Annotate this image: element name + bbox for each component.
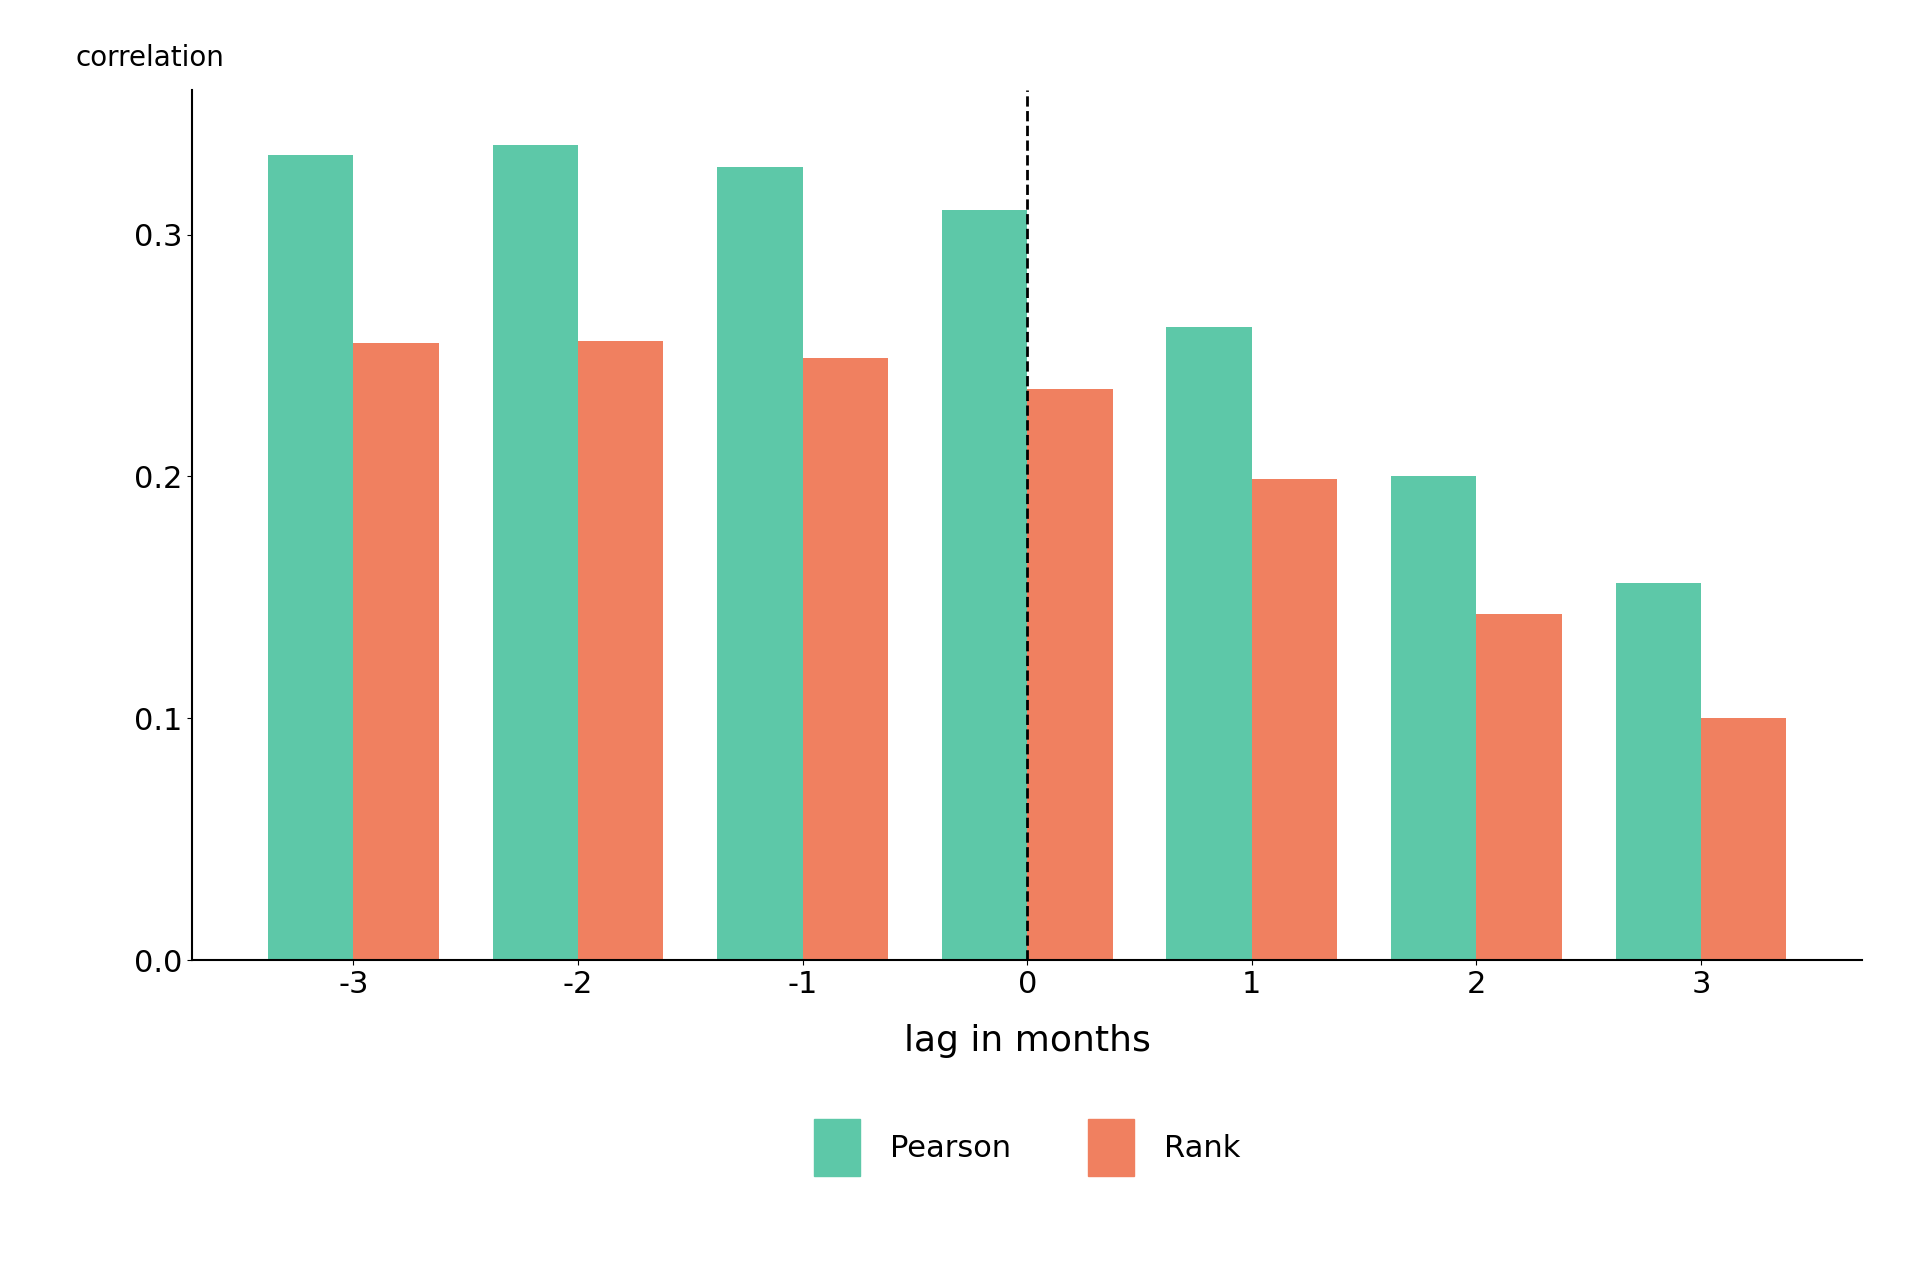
Bar: [1392, 476, 1476, 960]
Bar: [803, 358, 887, 960]
Bar: [269, 155, 353, 960]
Bar: [578, 340, 662, 960]
Bar: [353, 343, 438, 960]
Bar: [1701, 718, 1786, 960]
Bar: [1617, 582, 1701, 960]
Legend: Pearson, Rank: Pearson, Rank: [803, 1107, 1252, 1188]
Bar: [1252, 479, 1336, 960]
Bar: [1167, 326, 1252, 960]
Bar: [1476, 614, 1561, 960]
Bar: [718, 166, 803, 960]
Bar: [493, 145, 578, 960]
Text: correlation: correlation: [75, 45, 225, 72]
Bar: [1027, 389, 1112, 960]
X-axis label: lag in months: lag in months: [904, 1024, 1150, 1057]
Bar: [943, 210, 1027, 960]
